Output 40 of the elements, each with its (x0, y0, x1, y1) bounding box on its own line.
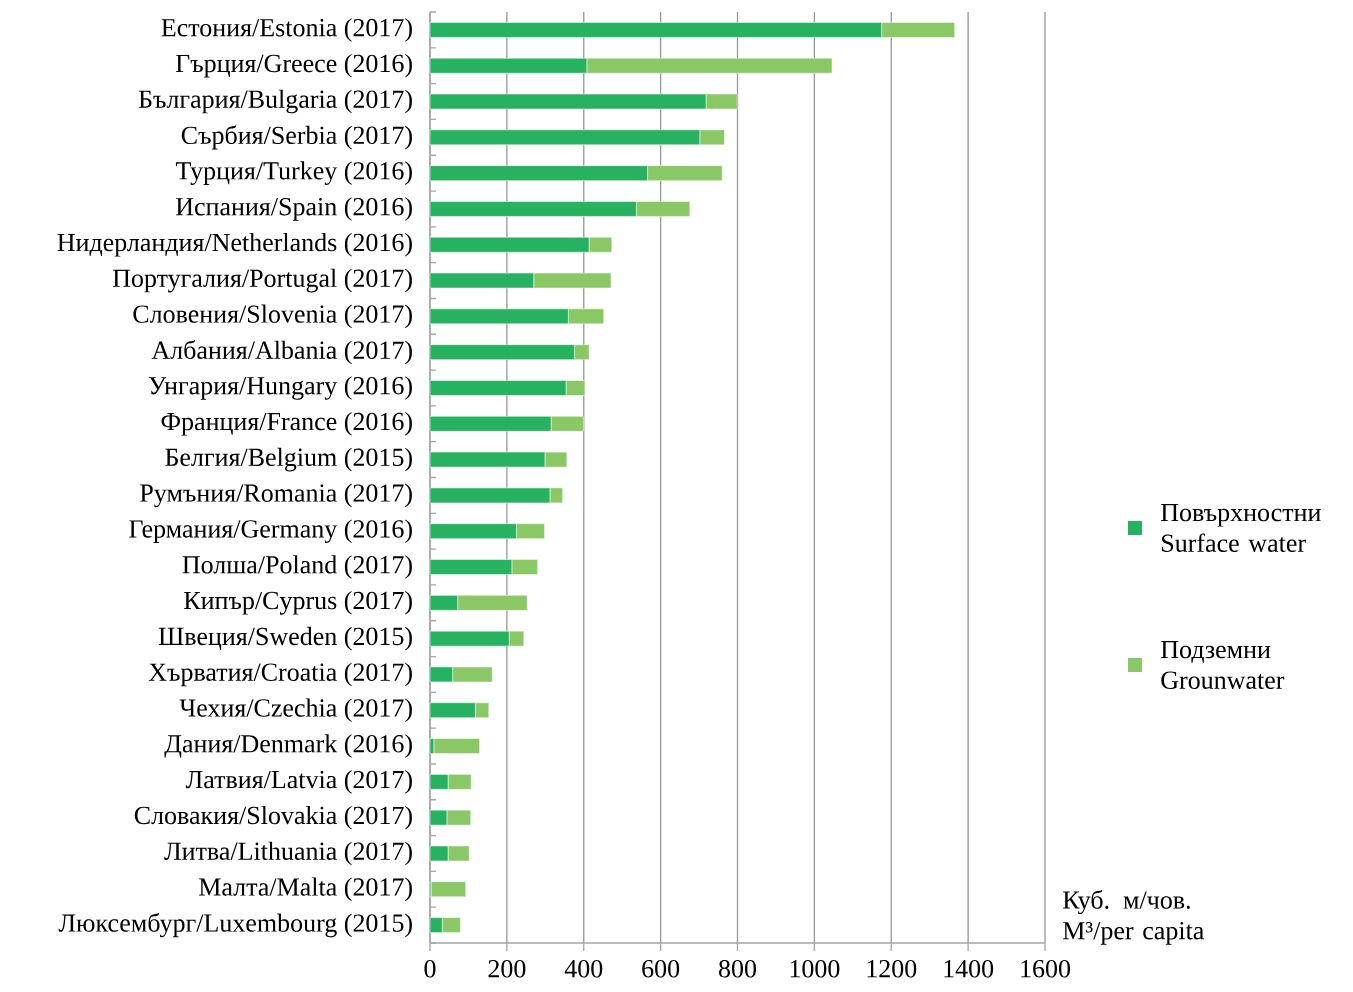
y-tick-label: Нидерландия/Netherlands (2016) (57, 232, 412, 257)
y-tick-label: Португалия/Portugal (2017) (112, 268, 412, 293)
y-tick-label: Турция/Turkey (2016) (175, 161, 412, 185)
y-tick-label: Швеция/Sweden (2015) (158, 626, 412, 651)
y-tick-label: Унгария/Hungary (2016) (148, 376, 412, 400)
y-tick-label: България/Bulgaria (2017) (138, 89, 412, 114)
y-tick-label: Белгия/Belgium (2015) (165, 447, 412, 472)
y-tick-label: Естония/Estonia (2017) (161, 18, 412, 42)
y-tick-label: Словакия/Slovakia (2017) (134, 805, 412, 830)
x-tick-label: 800 (718, 959, 756, 978)
x-tick-label: 400 (564, 959, 603, 978)
x-tick-label: 1200 (867, 959, 917, 978)
y-tick-label: Германия/Germany (2016) (129, 519, 412, 544)
y-tick-label: Словения/Slovenia (2017) (133, 304, 412, 329)
y-tick-label: Чехия/Czechia (2017) (179, 698, 412, 723)
y-tick-label: Латвия/Latvia (2017) (185, 770, 412, 794)
y-tick-label: Испания/Spain (2016) (176, 197, 412, 221)
y-tick-label: Полша/Poland (2017) (182, 555, 412, 579)
bar (430, 881, 467, 898)
y-tick-label: Албания/Albania (2017) (151, 340, 412, 365)
x-tick-label: 1000 (790, 959, 840, 978)
y-tick-label: Люксембург/Luxembourg (2015) (58, 912, 412, 938)
x-tick-label: 600 (642, 959, 680, 978)
legend-label: Повърхностни Surface water (1161, 504, 1321, 552)
y-tick-label: Малта/Malta (2017) (199, 877, 412, 902)
y-tick-label: Франция/France (2016) (161, 412, 412, 436)
x-tick-label: 200 (488, 959, 526, 978)
bar (433, 738, 480, 754)
legend-label: Подземни Grounwater (1161, 641, 1285, 689)
y-tick-label: Литва/Lithuania (2017) (164, 841, 412, 866)
y-tick-label: Румъния/Romania (2017) (140, 483, 412, 508)
x-tick-label: 0 (424, 959, 436, 978)
y-tick-label: Хърватия/Croatia (2017) (148, 662, 412, 687)
y-tick-label: Дания/Denmark (2016) (164, 734, 412, 758)
y-tick-label: Сърбия/Serbia (2017) (181, 125, 412, 150)
x-tick-label: 1400 (944, 959, 994, 978)
x-axis-title: Куб. м/чов. M³/per capita (1063, 889, 1205, 945)
y-tick-label: Гърция/Greece (2016) (175, 53, 412, 78)
x-tick-label: 1600 (1021, 959, 1070, 978)
y-tick-label: Кипър/Cyprus (2017) (184, 591, 412, 615)
